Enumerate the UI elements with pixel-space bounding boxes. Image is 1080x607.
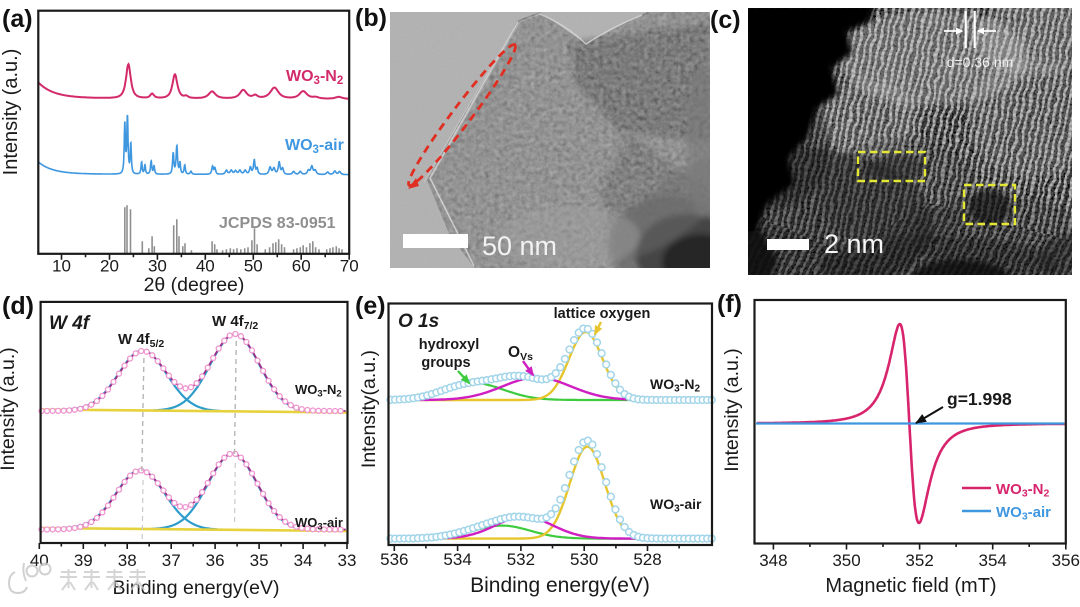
- svg-text:lattice oxygen: lattice oxygen: [554, 306, 651, 322]
- svg-text:2 nm: 2 nm: [824, 229, 884, 259]
- svg-text:WO3-N2: WO3-N2: [295, 382, 342, 400]
- svg-text:532: 532: [507, 550, 535, 569]
- svg-text:38: 38: [118, 551, 137, 570]
- svg-text:(d): (d): [2, 292, 34, 320]
- svg-text:352: 352: [905, 551, 933, 570]
- svg-text:Intensity (a.u.): Intensity (a.u.): [721, 348, 743, 472]
- svg-text:40: 40: [196, 257, 215, 276]
- svg-text:530: 530: [570, 550, 598, 569]
- svg-text:WO3-N2: WO3-N2: [996, 481, 1050, 500]
- svg-text:g=1.998: g=1.998: [947, 389, 1012, 409]
- svg-text:WO3-air: WO3-air: [295, 515, 343, 533]
- svg-text:hydroxyl: hydroxyl: [419, 337, 479, 353]
- svg-text:O 1s: O 1s: [398, 311, 439, 332]
- svg-text:70: 70: [340, 257, 359, 276]
- svg-text:Magnetic field (mT): Magnetic field (mT): [825, 575, 996, 597]
- svg-text:30: 30: [148, 257, 167, 276]
- svg-text:Intensity(a.u.): Intensity(a.u.): [358, 350, 380, 468]
- svg-text:35: 35: [250, 551, 269, 570]
- svg-text:348: 348: [759, 551, 787, 570]
- svg-text:(f): (f): [717, 290, 742, 318]
- svg-text:(e): (e): [355, 292, 386, 320]
- svg-text:50 nm: 50 nm: [482, 231, 557, 261]
- svg-text:39: 39: [74, 551, 93, 570]
- svg-text:350: 350: [832, 551, 860, 570]
- svg-text:356: 356: [1052, 551, 1080, 570]
- svg-text:354: 354: [979, 551, 1007, 570]
- svg-text:(b): (b): [355, 4, 387, 32]
- svg-text:Binding energy(eV): Binding energy(eV): [113, 577, 280, 599]
- svg-text:10: 10: [52, 257, 71, 276]
- svg-text:2θ (degree): 2θ (degree): [144, 274, 245, 296]
- svg-text:WO3-air: WO3-air: [996, 504, 1051, 523]
- svg-text:WO3-N2: WO3-N2: [650, 376, 700, 395]
- svg-text:W 4f: W 4f: [49, 313, 91, 334]
- svg-text:60: 60: [292, 257, 311, 276]
- svg-text:34: 34: [294, 551, 313, 570]
- svg-text:WO3-air: WO3-air: [650, 496, 702, 515]
- svg-text:50: 50: [244, 257, 263, 276]
- svg-text:20: 20: [100, 257, 119, 276]
- svg-text:WO3-N2: WO3-N2: [286, 68, 343, 87]
- svg-text:WO3-air: WO3-air: [285, 137, 344, 156]
- svg-text:Intensity (a.u.): Intensity (a.u.): [0, 49, 22, 176]
- svg-text:536: 536: [380, 550, 408, 569]
- svg-text:(c): (c): [710, 6, 741, 34]
- svg-text:Intensity (a.u.): Intensity (a.u.): [0, 347, 19, 471]
- svg-text:(a): (a): [2, 5, 33, 33]
- svg-text:d=0.36 nm: d=0.36 nm: [947, 54, 1014, 70]
- svg-text:JCPDS 83-0951: JCPDS 83-0951: [219, 215, 336, 232]
- svg-text:36: 36: [206, 551, 225, 570]
- svg-text:Binding energy(eV): Binding energy(eV): [470, 574, 650, 597]
- svg-text:groups: groups: [421, 355, 470, 371]
- svg-text:33: 33: [338, 551, 357, 570]
- svg-text:528: 528: [633, 550, 661, 569]
- svg-text:534: 534: [443, 550, 471, 569]
- svg-text:37: 37: [162, 551, 181, 570]
